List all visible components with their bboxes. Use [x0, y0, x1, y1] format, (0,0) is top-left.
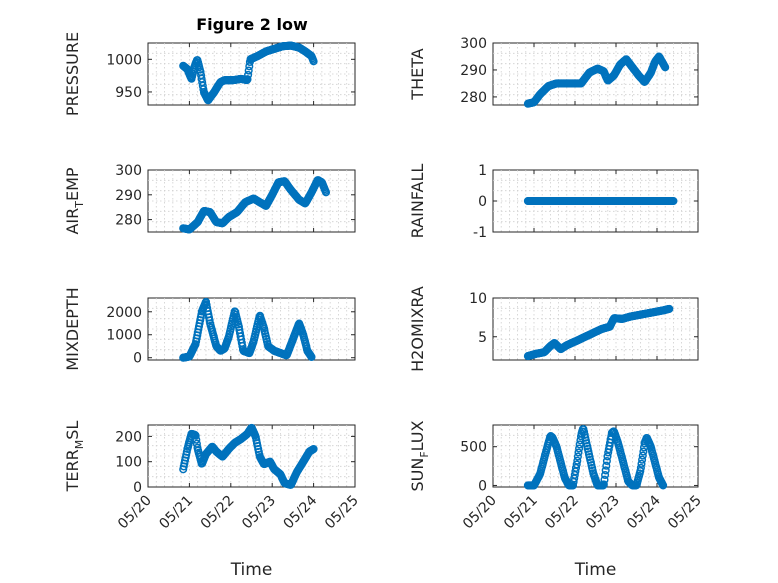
xtick-label: 05/20 [460, 493, 500, 533]
data-point [669, 196, 678, 206]
series-sun_flux [523, 425, 668, 490]
ytick-label: 290 [460, 63, 487, 79]
ytick-label: 1000 [106, 328, 142, 344]
ytick-label: 2000 [106, 305, 142, 321]
series-terr_msl [179, 423, 318, 489]
ytick-label: -1 [473, 225, 487, 241]
xlabel-terr_msl: Time [230, 560, 273, 580]
xlabel-sun_flux: Time [574, 560, 617, 580]
ytick-label: 5 [478, 330, 487, 346]
ytick-label: 280 [460, 90, 487, 106]
ylabel-mixdepth: MIXDEPTH [63, 287, 82, 370]
series-mixdepth [179, 297, 316, 362]
data-point [321, 188, 331, 197]
data-point [601, 470, 610, 480]
xtick-label: 05/25 [665, 493, 705, 533]
xtick-label: 05/21 [501, 493, 541, 533]
ytick-label: 0 [478, 194, 487, 210]
ytick-label: 0 [133, 480, 142, 496]
ytick-label: 200 [115, 429, 142, 445]
data-point [573, 452, 582, 461]
data-point [638, 455, 647, 464]
figure-title: Figure 2 low [196, 15, 308, 34]
data-point [192, 435, 201, 444]
ytick-label: 1000 [106, 52, 142, 68]
ylabel-rainfall: RAINFALL [408, 164, 427, 239]
ytick-label: 950 [115, 85, 142, 101]
ytick-label: 100 [115, 455, 142, 471]
xtick-label: 05/21 [156, 493, 196, 533]
series-theta [523, 52, 670, 108]
ytick-label: 290 [115, 188, 142, 204]
data-point [636, 467, 645, 476]
subplot-pressure: 950 1000 PRESSURE [63, 32, 356, 116]
subplot-mixdepth: 0 1000 2000 MIXDEPTH [63, 287, 356, 371]
data-point [309, 57, 318, 66]
data-point [602, 456, 611, 466]
data-point [599, 480, 608, 489]
data-point [639, 447, 648, 456]
data-point [571, 463, 581, 472]
xtick-label: 05/24 [624, 492, 664, 532]
data-point [602, 461, 611, 470]
xtick-label: 05/22 [542, 493, 582, 533]
data-point [205, 316, 214, 325]
ylabel-terr_msl: TERRMSL [63, 421, 86, 493]
data-point [659, 481, 668, 490]
xtick-label: 05/25 [322, 493, 362, 533]
ytick-label: 300 [460, 36, 487, 52]
data-point [191, 431, 200, 440]
series-h2omixra [523, 304, 674, 361]
series-rainfall [523, 196, 678, 206]
ylabel-sun_flux: SUNFLUX [408, 420, 431, 491]
data-point [573, 456, 582, 465]
data-point [243, 75, 252, 84]
data-point [665, 304, 674, 313]
data-point [307, 352, 316, 362]
data-point [603, 452, 612, 461]
subplot-h2omixra: 5 10 H2OMIXRA [408, 286, 699, 372]
ylabel-pressure: PRESSURE [63, 32, 82, 116]
series-air_temp [179, 176, 331, 234]
ylabel-air_temp: AIRTEMP [63, 167, 86, 234]
xtick-label: 05/24 [281, 492, 321, 532]
subplot-sun_flux: 0 500 SUNFLUX 05/20 05/21 05/22 05/23 05/24 05/2… [408, 420, 705, 580]
xtick-label: 05/23 [583, 493, 623, 533]
data-point [244, 66, 253, 75]
ytick-label: 300 [115, 163, 142, 179]
data-point [309, 444, 318, 454]
data-point [601, 466, 610, 475]
series-pressure [179, 41, 318, 105]
data-point [637, 459, 646, 468]
xtick-label: 05/22 [198, 493, 238, 533]
xtick-label: 05/23 [239, 493, 279, 533]
ylabel-h2omixra: H2OMIXRA [408, 286, 427, 372]
ylabel-theta: THETA [408, 48, 427, 100]
data-point [638, 451, 647, 460]
data-point [636, 463, 645, 472]
data-point [661, 63, 670, 72]
ytick-label: 1 [478, 163, 487, 179]
data-point [572, 460, 581, 469]
ytick-label: 10 [469, 291, 487, 307]
subplot-terr_msl: 0 100 200 TERRMSL 05/20 05/21 05/22 05/23 05/24 0… [63, 421, 362, 580]
data-point [574, 448, 583, 457]
subplot-rainfall: -1 0 1 RAINFALL [408, 163, 699, 241]
ytick-label: 280 [115, 213, 142, 229]
ytick-label: 500 [460, 440, 487, 456]
data-point [575, 444, 584, 453]
subplot-theta: 280 290 300 THETA [408, 36, 699, 108]
data-point [600, 475, 609, 484]
xtick-label: 05/20 [115, 493, 155, 533]
ytick-label: 0 [478, 478, 487, 494]
ytick-label: 0 [133, 351, 142, 367]
data-point [244, 70, 253, 79]
subplot-air_temp: 280 290 300 AIRTEMP [63, 163, 356, 235]
